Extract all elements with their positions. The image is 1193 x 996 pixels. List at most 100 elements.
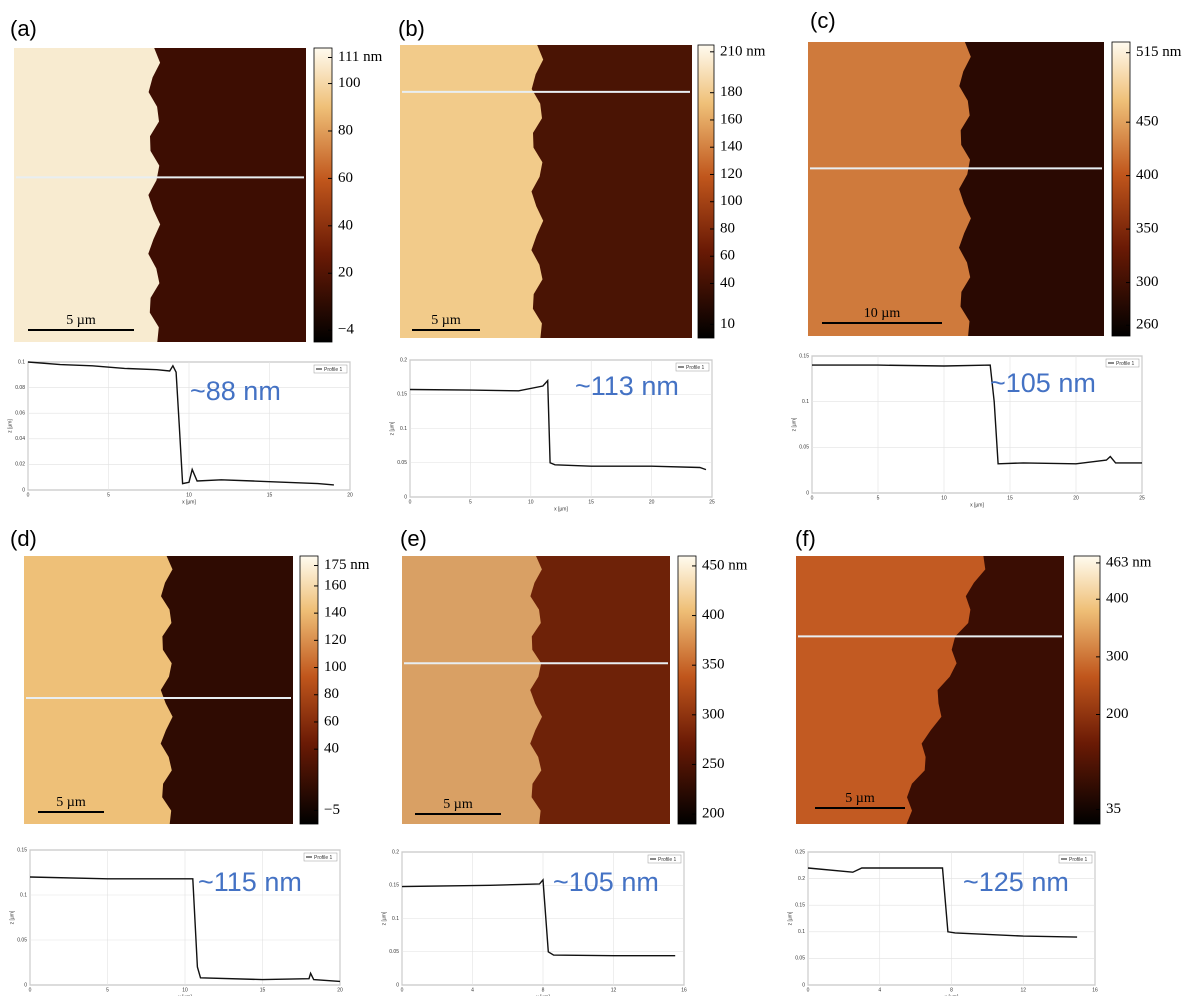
panel-label: (a) [10,16,37,41]
x-tick-label: 5 [106,987,109,993]
afm-dark [530,556,670,824]
y-axis-label: z [µm] [791,417,797,431]
colorbar-tick-label: 40 [720,275,735,291]
step-height-annotation: ~113 nm [575,371,679,401]
x-tick-label: 4 [878,987,881,993]
colorbar-tick-label: 80 [338,122,353,138]
legend-label: Profile 1 [686,365,705,371]
colorbar-tick-label: 80 [720,220,735,236]
y-axis-label: z [µm] [389,421,395,435]
x-tick-label: 0 [409,499,412,505]
legend-label: Profile 1 [324,367,343,373]
colorbar-tick-label: 10 [720,316,735,332]
profile-line [27,361,334,486]
x-tick-label: 0 [29,987,32,993]
y-tick-label: 0.1 [20,892,27,898]
legend-label: Profile 1 [658,857,677,863]
colorbar-tick-label: 100 [338,75,361,91]
colorbar-tick-label: 250 [702,756,725,772]
colorbar-tick-label: 300 [1136,274,1159,290]
legend-box [1058,854,1093,864]
step-height-annotation: ~88 nm [190,376,281,406]
colorbar-tick-label: 40 [324,741,339,757]
colorbar-tick-label: 210 nm [720,43,766,59]
y-tick-label: 0.25 [795,849,805,855]
y-tick-label: 0.04 [15,436,25,442]
profile-line [812,364,1142,465]
y-tick-label: 0.1 [802,399,809,405]
legend-label: Profile 1 [1069,857,1088,863]
profile-line [409,378,707,471]
x-tick-label: 12 [1020,987,1026,993]
x-tick-label: 20 [337,987,343,993]
step-height-annotation: ~105 nm [553,867,659,897]
x-tick-label: 16 [681,987,687,993]
scale-bar-label: 5 µm [66,313,96,328]
step-height-annotation: ~115 nm [198,867,302,897]
colorbar [1073,555,1101,825]
x-tick-label: 15 [267,492,273,498]
colorbar-tick-label: 300 [1106,648,1129,664]
y-tick-label: 0 [802,982,805,988]
colorbar-tick-label: 120 [720,166,743,182]
colorbar [299,555,319,825]
x-tick-label: 0 [401,987,404,993]
x-tick-label: 5 [107,492,110,498]
legend-box [303,852,338,862]
y-tick-label: 0.06 [15,411,25,417]
y-tick-label: 0 [24,982,27,988]
y-axis-label: z [µm] [787,911,793,925]
colorbar-tick-label: 175 nm [324,557,370,573]
scale-bar-label: 5 µm [56,795,86,810]
colorbar-tick-label: −4 [338,322,354,338]
colorbar-tick-label: 111 nm [338,49,383,65]
x-axis-label: x [µm] [178,994,192,996]
y-tick-label: 0.05 [795,956,805,962]
x-tick-label: 20 [347,492,353,498]
y-tick-label: 0.15 [799,353,809,359]
y-tick-label: 0.15 [17,847,27,853]
x-tick-label: 0 [27,492,30,498]
legend-box [313,364,348,374]
y-tick-label: 0 [404,494,407,500]
colorbar [313,47,333,343]
y-tick-label: 0 [22,487,25,493]
legend-label: Profile 1 [314,855,333,861]
afm-dark [959,42,1104,336]
x-tick-label: 10 [186,492,192,498]
panel-label: (b) [398,16,425,41]
panel-label: (d) [10,526,37,551]
colorbar-tick-label: 300 [702,706,725,722]
legend-label: Profile 1 [1116,361,1135,367]
afm-dark [148,48,306,342]
y-tick-label: 0.05 [17,937,27,943]
colorbar [1111,41,1131,337]
colorbar-tick-label: 100 [324,659,347,675]
colorbar-tick-label: 463 nm [1106,554,1152,570]
x-tick-label: 25 [1139,495,1145,501]
x-tick-label: 25 [709,499,715,505]
x-axis-label: x [µm] [536,994,550,996]
plot-frame [811,355,1143,494]
profile-line [401,878,676,957]
colorbar-tick-label: 400 [1106,591,1129,607]
x-tick-label: 5 [469,499,472,505]
colorbar-tick-label: 160 [324,577,347,593]
x-tick-label: 20 [1073,495,1079,501]
panel-label: (f) [795,526,816,551]
x-axis-label: x [µm] [554,506,568,512]
afm-dark [531,45,692,338]
colorbar-tick-label: 450 nm [702,557,748,573]
profile-line [29,876,341,983]
afm-dark [160,556,293,824]
x-tick-label: 10 [528,499,534,505]
colorbar-tick-label: −5 [324,802,340,818]
y-tick-label: 0.1 [400,426,407,432]
y-tick-label: 0.15 [795,903,805,909]
colorbar-tick-label: 200 [702,806,725,822]
y-tick-label: 0.15 [389,883,399,889]
colorbar-tick-label: 400 [702,607,725,623]
colorbar-tick-label: 60 [324,713,339,729]
afm-dark [906,556,1064,824]
